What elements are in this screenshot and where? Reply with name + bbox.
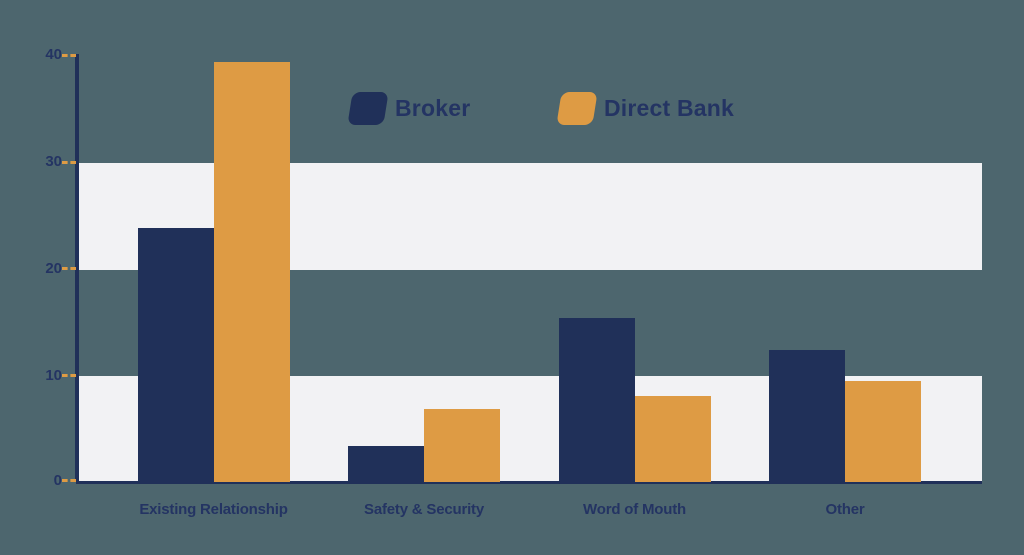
x-axis-line bbox=[76, 481, 982, 484]
x-axis-label-other: Other bbox=[825, 501, 865, 518]
y-axis-label-0: 0 bbox=[53, 472, 62, 489]
y-axis-label-30: 30 bbox=[45, 153, 62, 170]
bar-broker-safety-security bbox=[348, 446, 424, 482]
y-tick-30 bbox=[62, 161, 76, 164]
bar-direct-bank-other bbox=[845, 381, 921, 482]
bar-direct-bank-existing-relationship bbox=[213, 62, 290, 482]
x-axis-label-existing-relationship: Existing Relationship bbox=[139, 501, 288, 518]
y-tick-40 bbox=[62, 54, 76, 57]
y-tick-10 bbox=[62, 374, 76, 377]
legend-label-direct-bank: Direct Bank bbox=[604, 95, 735, 121]
y-tick-0 bbox=[62, 479, 76, 482]
y-tick-20 bbox=[62, 267, 76, 270]
y-axis-label-10: 10 bbox=[45, 367, 62, 384]
bar-direct-bank-safety-security bbox=[424, 409, 500, 482]
x-axis-label-safety-security: Safety & Security bbox=[364, 501, 484, 518]
bar-direct-bank-word-of-mouth bbox=[634, 396, 711, 482]
direct-bank-swatch-icon bbox=[556, 92, 598, 125]
legend-item-broker: Broker bbox=[347, 92, 471, 125]
bar-broker-existing-relationship bbox=[137, 228, 214, 482]
bar-broker-word-of-mouth bbox=[558, 318, 635, 482]
legend-item-direct-bank: Direct Bank bbox=[556, 92, 735, 125]
y-axis-label-20: 20 bbox=[45, 260, 62, 277]
x-axis-label-word-of-mouth: Word of Mouth bbox=[583, 501, 686, 518]
legend-label-broker: Broker bbox=[395, 95, 471, 121]
y-axis-line bbox=[75, 54, 79, 482]
bar-broker-other bbox=[769, 350, 845, 482]
broker-swatch-icon bbox=[347, 92, 389, 125]
y-axis-label-40: 40 bbox=[45, 46, 62, 63]
